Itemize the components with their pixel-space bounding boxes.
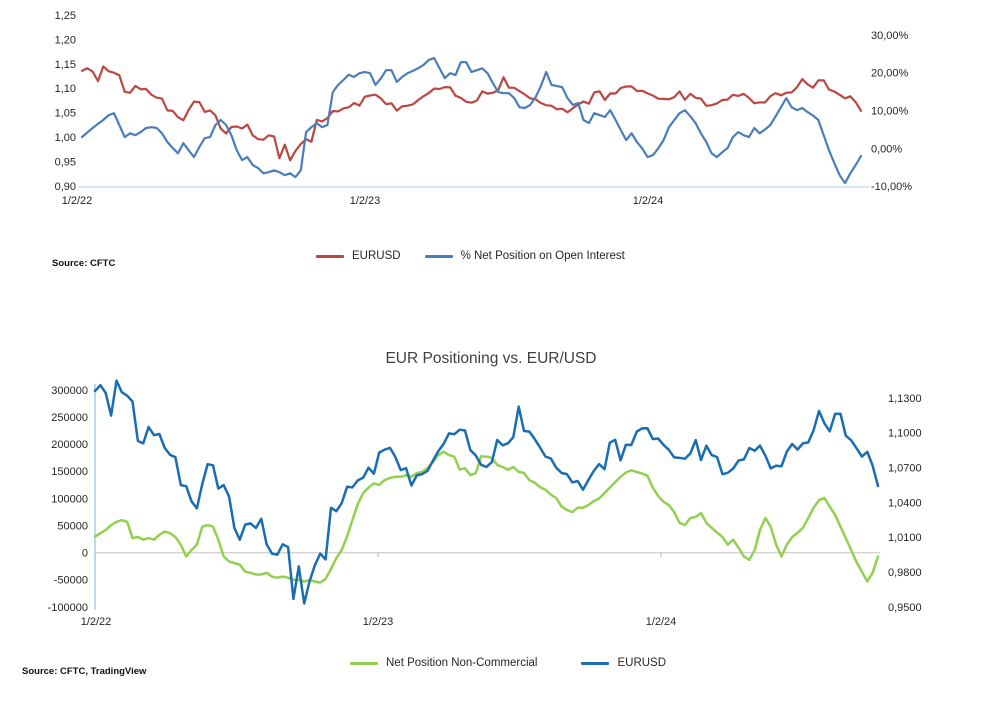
legend-item: % Net Position on Open Interest	[424, 250, 625, 262]
left-axis-tick-label: 300000	[51, 385, 88, 397]
left-axis-tick-label: 1,05	[55, 108, 76, 120]
left-axis-tick-label: 250000	[51, 412, 88, 424]
right-axis-tick-label: 0,9800	[888, 567, 922, 579]
x-axis-tick-label: 1/2/24	[633, 195, 664, 207]
right-axis-tick-label: 1,0700	[888, 463, 922, 475]
right-axis-tick-label: 0,00%	[871, 143, 902, 155]
left-axis-tick-label: 1,10	[55, 83, 76, 95]
right-axis-tick-label: 1,0100	[888, 532, 922, 544]
x-axis-tick-label: 1/2/23	[363, 616, 394, 628]
left-axis-tick-label: 200000	[51, 439, 88, 451]
left-axis-tick-label: 1,15	[55, 59, 76, 71]
legend-label: EURUSD	[617, 657, 667, 669]
left-axis-tick-label: 0,90	[55, 181, 76, 193]
top-chart-legend: EURUSD % Net Position on Open Interest	[316, 250, 625, 262]
series-line-net-position-non-commercial	[93, 450, 880, 584]
right-axis-tick-label: -10,00%	[871, 181, 912, 193]
right-axis-tick-label: 0,9500	[888, 602, 922, 614]
left-axis-tick-label: 150000	[51, 466, 88, 478]
legend-line-swatch	[581, 661, 610, 665]
left-axis-tick-label: 0,95	[55, 157, 76, 169]
x-axis-tick-label: 1/2/22	[81, 616, 112, 628]
series-line-eurusd	[93, 379, 880, 605]
left-axis-tick-label: -100000	[48, 602, 88, 614]
legend-line-swatch	[424, 254, 453, 258]
x-axis-tick-label: 1/2/22	[62, 195, 93, 207]
legend-label: Net Position Non-Commercial	[386, 657, 538, 669]
right-axis-tick-label: 1,0400	[888, 497, 922, 509]
legend-item: EURUSD	[316, 250, 401, 262]
right-axis-tick-label: 20,00%	[871, 68, 909, 80]
right-axis-tick-label: 1,1300	[888, 393, 922, 405]
bottom-chart-source: Source: CFTC, TradingView	[22, 666, 147, 677]
left-axis-tick-label: 100000	[51, 493, 88, 505]
left-axis-tick-label: -50000	[54, 575, 88, 587]
legend-label: % Net Position on Open Interest	[460, 250, 625, 262]
left-axis-tick-label: 1,00	[55, 132, 76, 144]
x-axis-tick-label: 1/2/23	[350, 195, 381, 207]
series-line-eurusd	[80, 65, 863, 162]
left-axis-tick-label: 50000	[57, 520, 88, 532]
legend-item: EURUSD	[581, 657, 666, 669]
left-axis-tick-label: 1,20	[55, 34, 76, 46]
legend-line-swatch	[350, 661, 378, 665]
left-axis-tick-label: 1,25	[55, 10, 76, 22]
top-chart-source: Source: CFTC	[52, 258, 116, 269]
bottom-chart-title: EUR Positioning vs. EUR/USD	[385, 350, 597, 367]
legend-line-swatch	[316, 254, 344, 258]
right-axis-tick-label: 30,00%	[871, 30, 909, 42]
right-axis-tick-label: 1,1000	[888, 428, 922, 440]
series-line--net-position-on-open-interest	[80, 57, 863, 185]
left-axis-tick-label: 0	[82, 548, 88, 560]
legend-label: EURUSD	[352, 250, 401, 262]
bottom-chart-legend: Net Position Non-Commercial EURUSD	[350, 657, 666, 669]
x-axis-tick-label: 1/2/24	[646, 616, 677, 628]
right-axis-tick-label: 10,00%	[871, 105, 909, 117]
legend-item: Net Position Non-Commercial	[350, 657, 537, 669]
